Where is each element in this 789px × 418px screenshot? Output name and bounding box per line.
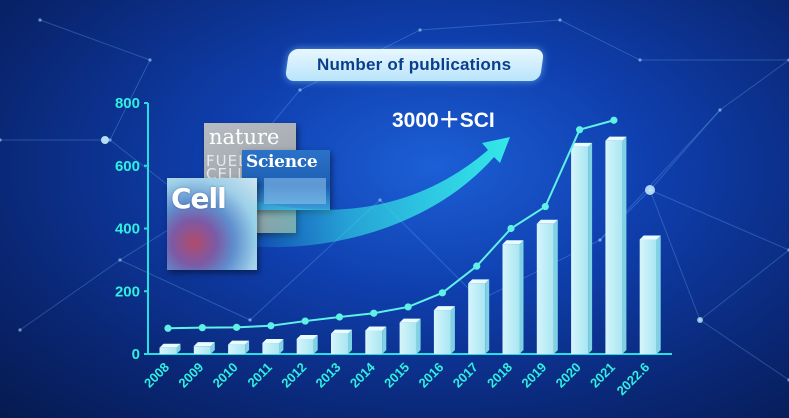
bar	[536, 219, 558, 354]
trend-point	[438, 289, 446, 297]
trend-point	[335, 313, 344, 321]
x-tick-label: 2015	[381, 360, 412, 391]
bar	[502, 240, 524, 354]
y-tick-label: 0	[132, 346, 140, 363]
cell-logo: Cell	[171, 182, 227, 215]
x-tick-label: 2021	[587, 360, 618, 391]
trend-point	[507, 224, 515, 233]
sci-callout: 3000＋SCI	[392, 109, 495, 132]
x-tick-label: 2020	[553, 360, 584, 391]
science-cover-band	[264, 178, 326, 204]
bar	[296, 334, 318, 354]
y-tick-label: 400	[115, 221, 140, 238]
trend-point	[301, 317, 309, 325]
bar	[331, 329, 352, 354]
bar	[262, 339, 284, 354]
bar	[433, 306, 455, 354]
x-tick-label: 2016	[415, 360, 446, 391]
nature-logo: nature	[209, 125, 280, 149]
trend-line	[167, 119, 615, 330]
science-logo: Science	[246, 152, 318, 172]
x-tick-label: 2012	[278, 360, 309, 391]
trend-point	[198, 324, 206, 332]
bar	[605, 136, 627, 354]
bar	[193, 342, 215, 354]
y-tick-label: 800	[115, 95, 140, 112]
trend-point	[541, 202, 549, 211]
x-tick-label: 2017	[450, 360, 481, 391]
trend-point	[576, 126, 584, 134]
trend-point	[404, 303, 412, 311]
y-tick-label: 600	[115, 158, 140, 175]
y-tick-label: 200	[115, 283, 140, 300]
x-tick-label: 2022.6	[614, 360, 653, 399]
bar	[639, 235, 661, 354]
bar	[159, 343, 181, 354]
nature-cover-text: FUEL CELL	[206, 152, 248, 183]
bar	[571, 142, 593, 354]
x-tick-label: 2008	[141, 360, 172, 391]
x-tick-label: 2019	[518, 360, 549, 391]
trend-point	[370, 309, 378, 317]
trend-point	[233, 323, 241, 331]
bar	[228, 340, 250, 354]
trend-point	[267, 322, 275, 330]
x-tick-label: 2014	[347, 359, 379, 391]
trend-point	[473, 262, 481, 270]
x-tick-label: 2018	[484, 360, 515, 391]
x-tick-label: 2010	[210, 360, 241, 391]
bar	[468, 279, 490, 354]
cell-journal-cover: Cell	[167, 178, 257, 270]
trend-point	[610, 116, 618, 124]
x-tick-label: 2011	[244, 360, 275, 391]
growth-arrow	[240, 137, 510, 248]
bar	[365, 326, 387, 354]
x-tick-label: 2009	[175, 360, 206, 391]
trend-point	[164, 324, 172, 332]
x-tick-label: 2013	[313, 360, 344, 391]
bar	[399, 318, 421, 354]
